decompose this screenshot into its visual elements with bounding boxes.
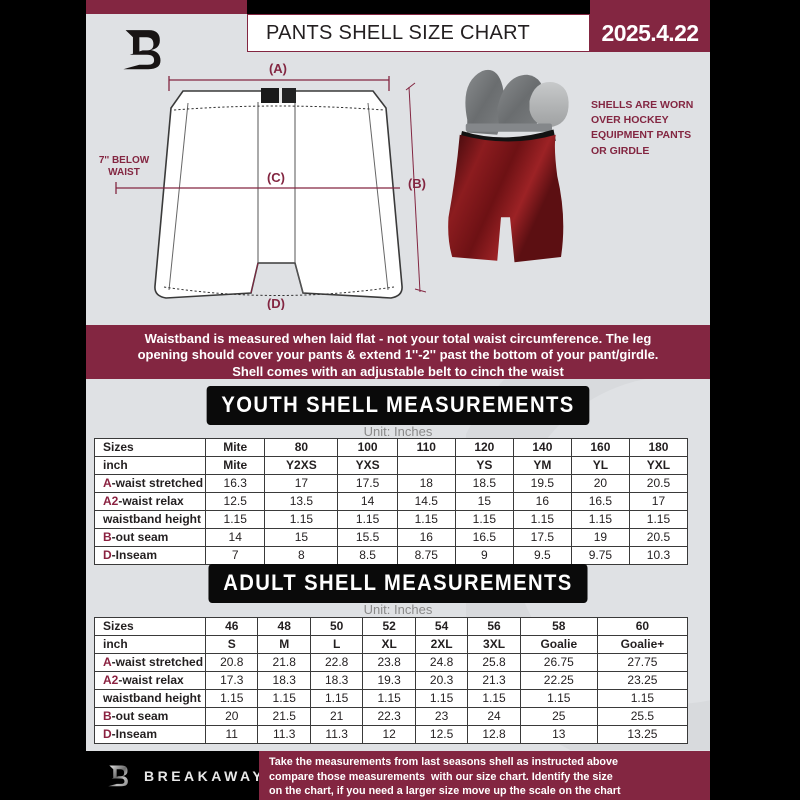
svg-text:(B): (B) — [408, 176, 426, 191]
svg-text:(A): (A) — [269, 61, 287, 76]
svg-text:(D): (D) — [267, 296, 285, 310]
svg-text:(C): (C) — [267, 170, 285, 185]
